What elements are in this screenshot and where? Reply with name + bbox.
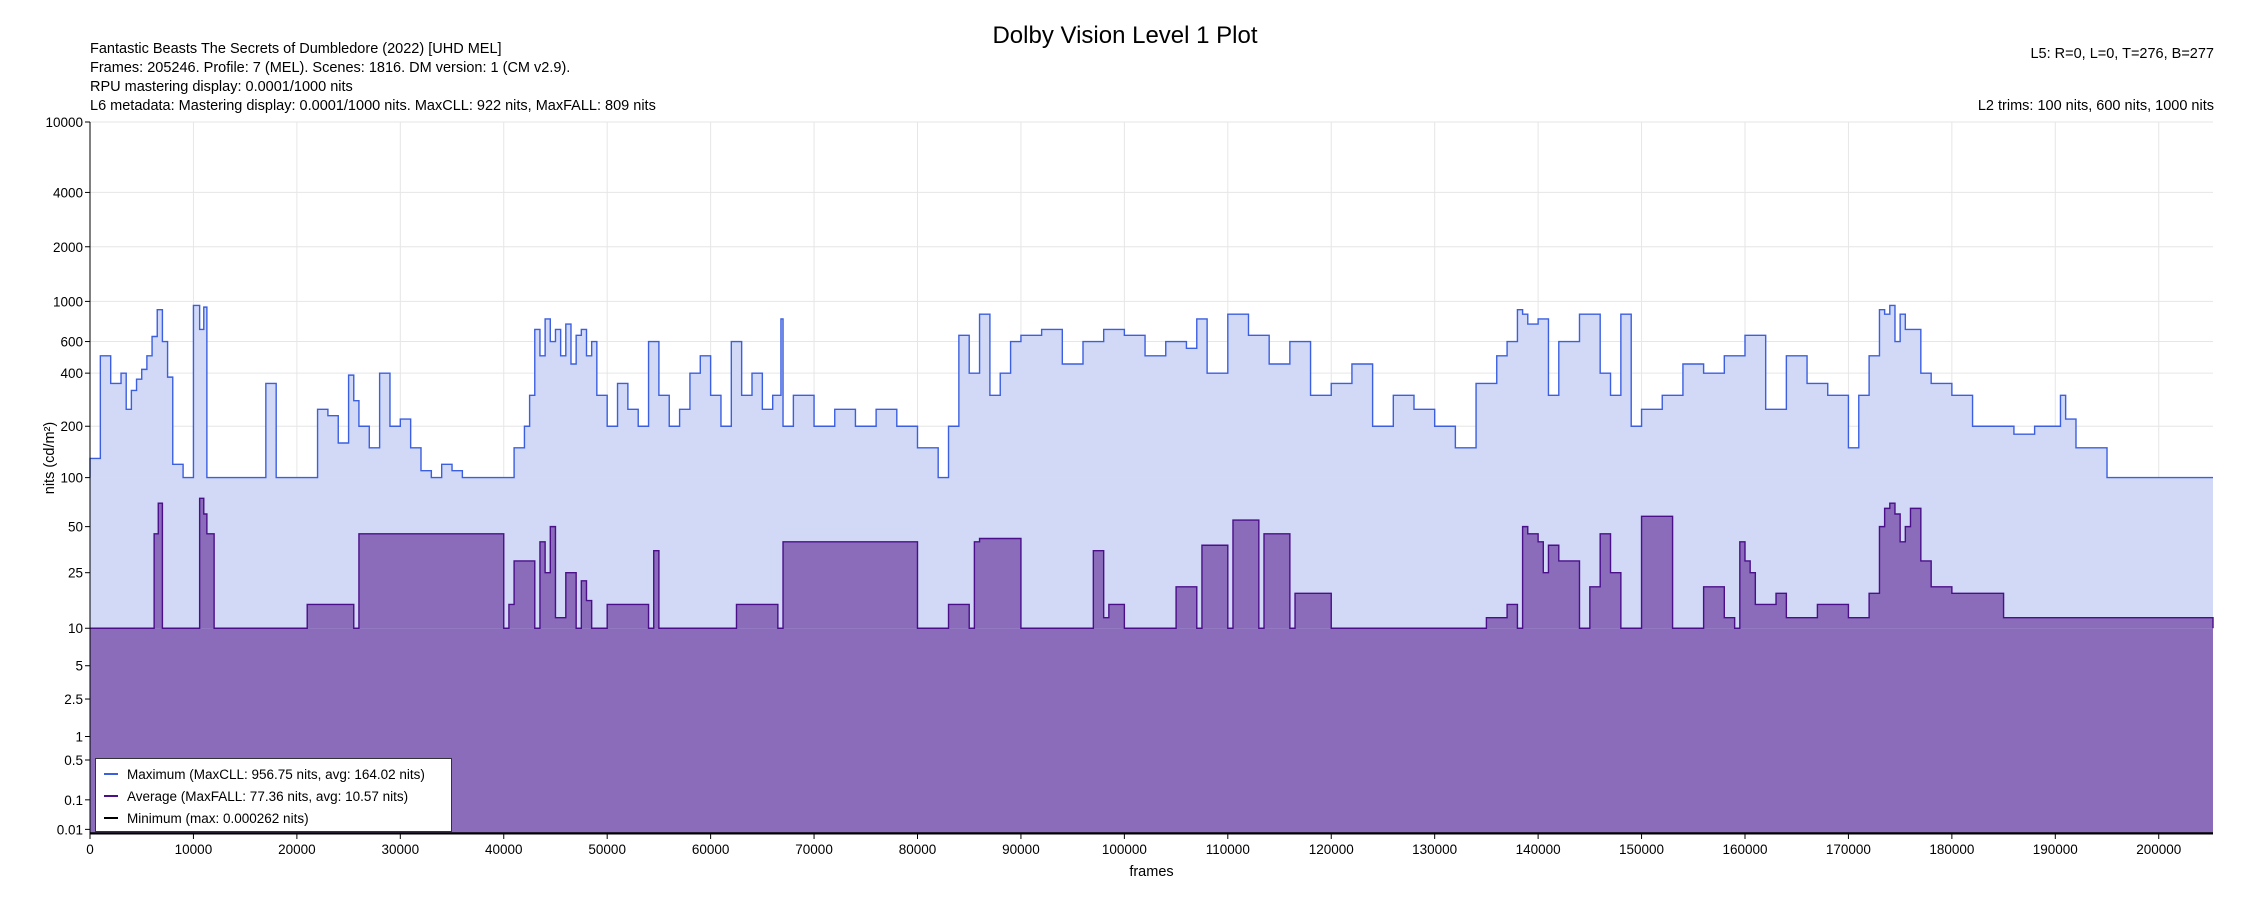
x-tick-label: 10000	[175, 842, 213, 857]
y-tick-label: 2000	[53, 240, 83, 255]
x-tick-label: 40000	[485, 842, 523, 857]
max-series-area	[90, 305, 2213, 478]
y-tick-label: 0.1	[64, 793, 83, 808]
y-tick-label: 2.5	[64, 692, 83, 707]
x-tick-label: 60000	[692, 842, 730, 857]
x-tick-label: 200000	[2136, 842, 2181, 857]
chart-title: Dolby Vision Level 1 Plot	[992, 22, 1258, 49]
legend-item-average: Average (MaxFALL: 77.36 nits, avg: 10.57…	[104, 785, 451, 807]
legend-label-maximum: Maximum (MaxCLL: 956.75 nits, avg: 164.0…	[127, 766, 425, 782]
info-block-left: Fantastic Beasts The Secrets of Dumbledo…	[90, 40, 656, 116]
x-tick-label: 120000	[1309, 842, 1354, 857]
x-tick-label: 90000	[1002, 842, 1040, 857]
legend-item-maximum: Maximum (MaxCLL: 956.75 nits, avg: 164.0…	[104, 763, 451, 785]
legend-swatch-minimum	[104, 817, 118, 819]
info-l2: L2 trims: 100 nits, 600 nits, 1000 nits	[1977, 98, 2214, 114]
legend-item-minimum: Minimum (max: 0.000262 nits)	[104, 807, 451, 829]
y-tick-label: 10000	[45, 115, 83, 130]
x-tick-label: 170000	[1826, 842, 1871, 857]
x-tick-label: 100000	[1102, 842, 1147, 857]
y-tick-label: 0.01	[57, 822, 83, 837]
x-tick-label: 70000	[795, 842, 833, 857]
y-tick-label: 600	[60, 335, 83, 350]
legend-label-minimum: Minimum (max: 0.000262 nits)	[127, 810, 309, 826]
x-tick-label: 110000	[1206, 842, 1250, 857]
y-tick-label: 25	[68, 566, 83, 581]
info-line-frames: Frames: 205246. Profile: 7 (MEL). Scenes…	[90, 60, 571, 76]
info-line-l6: L6 metadata: Mastering display: 0.0001/1…	[90, 98, 656, 114]
avg-series-line	[90, 497, 2214, 629]
y-tick-label: 50	[68, 520, 83, 535]
legend-swatch-maximum	[104, 773, 118, 775]
y-tick-label: 400	[60, 366, 83, 381]
x-tick-label: 150000	[1619, 842, 1664, 857]
legend-swatch-average	[104, 795, 118, 797]
legend-label-average: Average (MaxFALL: 77.36 nits, avg: 10.57…	[127, 788, 409, 804]
x-tick-label: 190000	[2033, 842, 2078, 857]
x-tick-label: 80000	[899, 842, 937, 857]
info-l5: L5: R=0, L=0, T=276, B=277	[2030, 46, 2214, 62]
y-tick-label: 4000	[53, 185, 83, 200]
y-tick-label: 1000	[53, 294, 83, 309]
y-tick-label: 5	[75, 659, 83, 674]
x-tick-label: 50000	[588, 842, 626, 857]
y-tick-label: 1	[75, 730, 83, 745]
y-tick-label: 0.5	[64, 753, 83, 768]
y-axis-label: nits (cd/m²)	[42, 422, 58, 495]
x-tick-label: 30000	[382, 842, 420, 857]
x-tick-label: 20000	[278, 842, 316, 857]
y-tick-label: 100	[60, 471, 83, 486]
x-tick-label: 130000	[1412, 842, 1457, 857]
info-line-rpu: RPU mastering display: 0.0001/1000 nits	[90, 79, 353, 95]
y-tick-label: 10	[68, 621, 83, 636]
legend: Maximum (MaxCLL: 956.75 nits, avg: 164.0…	[95, 758, 452, 832]
max-series-line	[89, 304, 2213, 479]
x-tick-label: 160000	[1722, 842, 1767, 857]
x-axis-label: frames	[1129, 864, 1173, 880]
info-line-file: Fantastic Beasts The Secrets of Dumbledo…	[90, 41, 502, 57]
x-tick-label: 140000	[1516, 842, 1561, 857]
x-tick-label: 0	[86, 842, 94, 857]
x-tick-label: 180000	[1929, 842, 1974, 857]
y-tick-label: 200	[60, 419, 83, 434]
